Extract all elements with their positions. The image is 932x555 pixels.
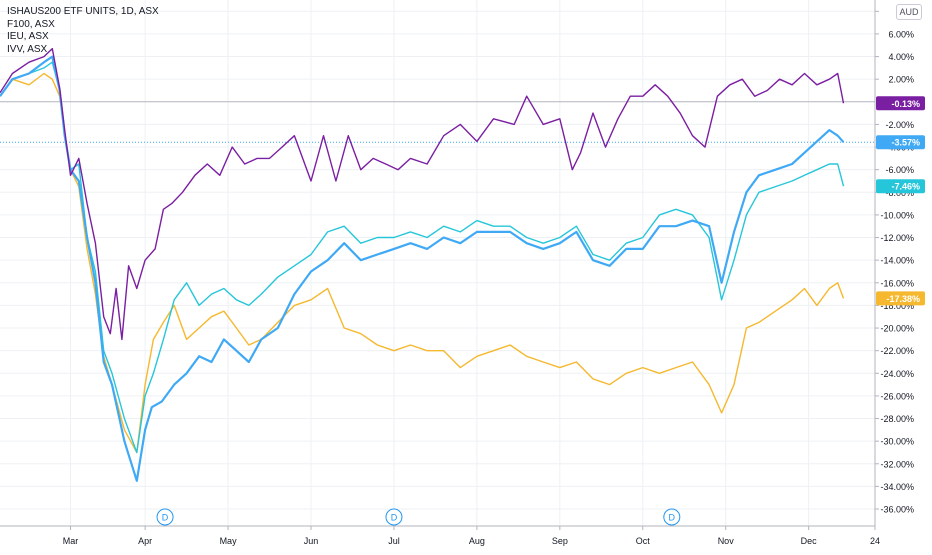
x-tick-label: Jul bbox=[388, 536, 400, 546]
last-value-tag bbox=[876, 96, 925, 111]
legend-item-ieu[interactable]: IEU, ASX bbox=[7, 31, 49, 42]
y-tick-label: -6.00% bbox=[885, 165, 914, 175]
y-tick-label: -14.00% bbox=[880, 256, 914, 266]
y-tick-label: 4.00% bbox=[888, 52, 914, 62]
x-tick-label: Mar bbox=[63, 536, 79, 546]
x-tick-label: 24 bbox=[870, 536, 880, 546]
series-line bbox=[0, 55, 845, 482]
y-tick-label: -28.00% bbox=[880, 414, 914, 424]
y-tick-label: -36.00% bbox=[880, 505, 914, 515]
currency-button[interactable]: AUD bbox=[896, 4, 922, 20]
x-tick-label: Sep bbox=[552, 536, 568, 546]
dividend-marker-label: D bbox=[391, 513, 398, 523]
x-tick-label: Jun bbox=[304, 536, 319, 546]
y-tick-label: -10.00% bbox=[880, 210, 914, 220]
legend-item-ishaus200[interactable]: ISHAUS200 ETF UNITS, 1D, ASX bbox=[7, 6, 159, 17]
dividend-marker-label: D bbox=[162, 513, 169, 523]
series-line bbox=[0, 47, 845, 341]
x-tick-label: Dec bbox=[801, 536, 818, 546]
y-tick-label: -2.00% bbox=[885, 120, 914, 130]
y-tick-label: -30.00% bbox=[880, 437, 914, 447]
y-tick-label: -18.00% bbox=[880, 301, 914, 311]
grid bbox=[0, 0, 876, 526]
x-tick-label: May bbox=[220, 536, 238, 546]
y-tick-label: -22.00% bbox=[880, 346, 914, 356]
y-tick-label: 2.00% bbox=[888, 75, 914, 85]
zero-baseline bbox=[0, 101, 875, 143]
legend: ISHAUS200 ETF UNITS, 1D, ASX F100, ASX I… bbox=[7, 6, 159, 56]
legend-item-f100[interactable]: F100, ASX bbox=[7, 18, 55, 30]
x-tick-label: Oct bbox=[636, 536, 651, 546]
y-tick-label: 6.00% bbox=[888, 29, 914, 39]
last-value-tag bbox=[876, 179, 925, 194]
dividend-marker[interactable] bbox=[156, 508, 174, 526]
y-tick-label: -20.00% bbox=[880, 324, 914, 334]
dividend-marker[interactable] bbox=[663, 508, 681, 526]
last-value-label: -7.46% bbox=[891, 182, 920, 192]
series-lines bbox=[0, 47, 845, 482]
y-tick-label: -12.00% bbox=[880, 233, 914, 243]
last-value-label: -17.38% bbox=[886, 294, 920, 304]
last-value-tag bbox=[876, 291, 925, 306]
last-value-tags: -0.13% -3.57% -7.46% -17.38% bbox=[876, 96, 925, 306]
x-tick-label: Apr bbox=[138, 536, 152, 546]
last-value-label: -0.13% bbox=[891, 99, 920, 109]
x-tick-label: Nov bbox=[718, 536, 735, 546]
dividend-marker[interactable] bbox=[385, 508, 403, 526]
y-tick-label: -24.00% bbox=[880, 369, 914, 379]
last-value-label: -3.57% bbox=[891, 138, 920, 148]
series-line bbox=[0, 61, 845, 454]
y-tick-label: -16.00% bbox=[880, 278, 914, 288]
dividend-marker-label: D bbox=[669, 513, 676, 523]
y-tick-label: -32.00% bbox=[880, 459, 914, 469]
legend-item-ivv[interactable]: IVV, ASX bbox=[7, 43, 48, 55]
y-tick-label: -34.00% bbox=[880, 482, 914, 492]
last-value-tag bbox=[876, 135, 925, 150]
x-tick-label: Aug bbox=[469, 536, 485, 546]
y-tick-label: -26.00% bbox=[880, 391, 914, 401]
